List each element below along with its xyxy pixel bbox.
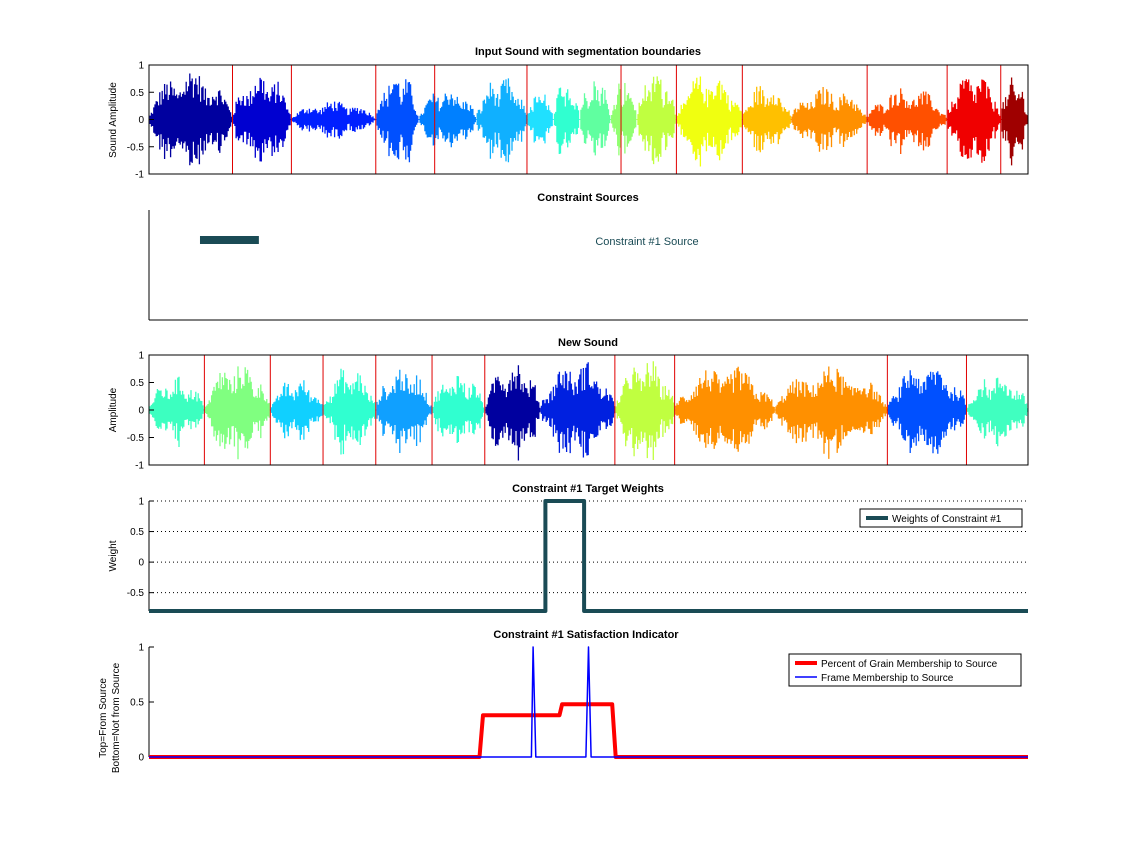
y-tick-label: 0	[138, 115, 144, 126]
waveform-segment	[419, 93, 476, 148]
waveform-segment	[867, 88, 947, 154]
grid-lines	[149, 500, 1028, 594]
waveform-segment	[1001, 77, 1028, 166]
waveform-segment	[485, 365, 541, 461]
y-tick-label: -0.5	[127, 142, 145, 153]
waveform-segment	[887, 370, 967, 454]
waveform-segment	[676, 76, 742, 167]
y-tick-label: 0.5	[130, 378, 144, 389]
series-line	[149, 646, 1028, 758]
waveform-segment	[204, 366, 270, 460]
panel-title: Constraint Sources	[537, 192, 638, 204]
y-tick-label: 0	[138, 558, 144, 569]
y-ticks: 1 0.5 0 -0.5	[127, 497, 154, 599]
series-line	[149, 702, 1028, 759]
y-axis-label-line-1: Top=From Source	[98, 678, 109, 758]
series	[149, 499, 1028, 613]
waveform-segment	[775, 366, 888, 459]
legend-box	[859, 508, 1023, 528]
panel-constraint-sources: Constraint Sources Constraint #1 Source	[148, 192, 1028, 321]
y-tick-label: 0.5	[130, 88, 144, 99]
panel-title: New Sound	[558, 337, 618, 349]
y-tick-label: 0.5	[130, 698, 144, 709]
y-ticks: 10.50	[130, 643, 154, 764]
y-tick-label: 0	[138, 406, 144, 417]
waveform	[149, 73, 1028, 167]
boundary-lines	[203, 355, 1029, 465]
plot-frame	[148, 354, 1029, 466]
waveform-segment	[476, 78, 528, 163]
waveform-segment	[580, 81, 611, 156]
y-tick-label: 1	[138, 61, 144, 72]
waveform-segment	[615, 361, 675, 460]
legend-label: Weights of Constraint #1	[892, 514, 1002, 525]
y-tick-label: 1	[138, 351, 144, 362]
waveform-segment	[291, 101, 377, 139]
panel-target-weights: Constraint #1 Target Weights Weight 1 0.5…	[108, 483, 1028, 613]
constraint-source-bar	[199, 236, 259, 244]
waveform-segment	[553, 87, 580, 154]
constraint-source-label: Constraint #1 Source	[595, 236, 698, 248]
waveform-segment	[323, 368, 376, 455]
y-tick-label: -0.5	[127, 433, 145, 444]
y-tick-label: 1	[138, 643, 144, 654]
legend-box	[788, 653, 1022, 687]
series	[149, 646, 1028, 759]
y-tick-label: 0.5	[130, 527, 144, 538]
series-line	[149, 499, 1028, 613]
y-axis-label: Weight	[108, 540, 119, 571]
waveform	[149, 361, 1029, 461]
y-tick-label: -0.5	[127, 588, 145, 599]
panel-title: Input Sound with segmentation boundaries	[475, 46, 701, 58]
waveform-segment	[947, 79, 1001, 163]
panel-new-sound: New Sound Amplitude 1 0.5 0 -0.5 -1	[108, 337, 1029, 472]
legend: Weights of Constraint #1	[859, 508, 1023, 528]
legend: Percent of Grain Membership to Source Fr…	[788, 653, 1022, 687]
panel-input-sound: Input Sound with segmentation boundaries…	[108, 46, 1029, 181]
y-tick-label: 0	[138, 753, 144, 764]
legend-label: Frame Membership to Source	[821, 673, 954, 684]
y-axis-label: Sound Amplitude	[108, 82, 119, 158]
waveform-segment	[967, 377, 1029, 447]
y-tick-label: 1	[138, 497, 144, 508]
y-tick-label: -1	[135, 461, 144, 472]
waveform-segment	[675, 366, 775, 452]
panel-satisfaction-indicator: Constraint #1 Satisfaction Indicator Top…	[98, 629, 1028, 773]
waveform-segment	[376, 79, 419, 163]
y-axis-label-line-2: Bottom=Not from Source	[111, 662, 122, 773]
waveform-segment	[149, 376, 205, 447]
y-tick-label: -1	[135, 170, 144, 181]
waveform-segment	[376, 369, 432, 453]
waveform-segment	[637, 76, 676, 165]
panel-title: Constraint #1 Target Weights	[512, 483, 664, 495]
legend-label: Percent of Grain Membership to Source	[821, 659, 998, 670]
plot-frame	[148, 64, 1029, 175]
y-axis-label: Amplitude	[108, 387, 119, 432]
panel-title: Constraint #1 Satisfaction Indicator	[493, 629, 679, 641]
